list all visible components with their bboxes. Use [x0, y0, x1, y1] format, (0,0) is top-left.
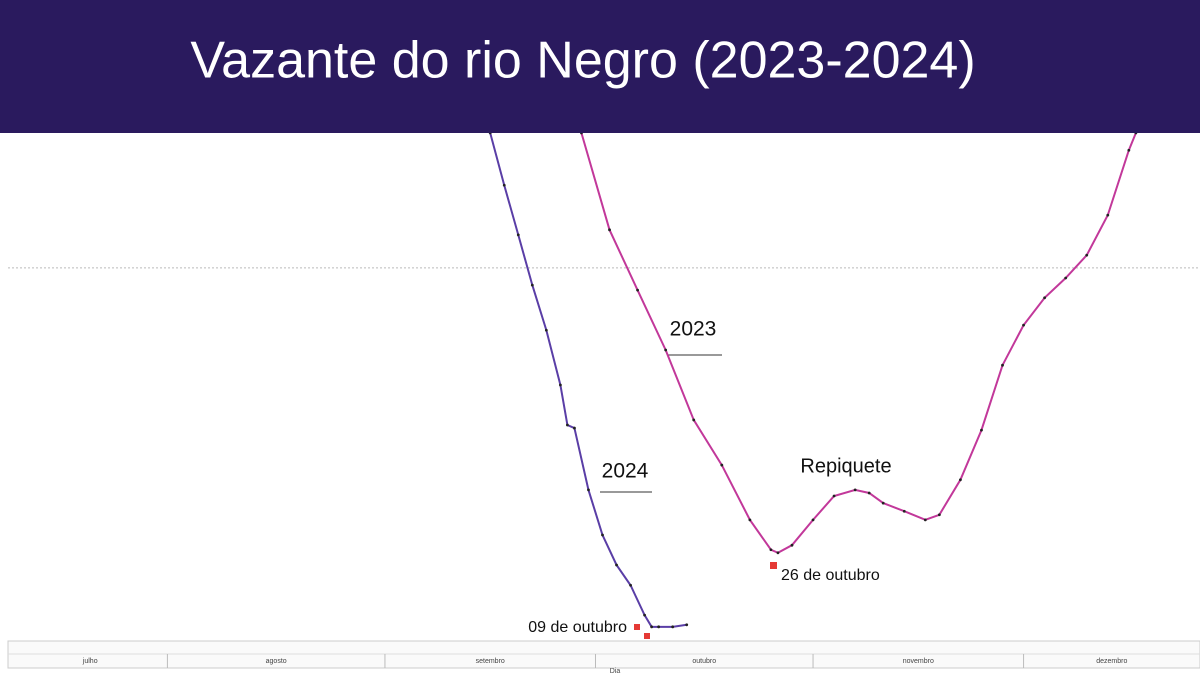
- plot-area: [488, 133, 1138, 629]
- data-point: [502, 183, 506, 187]
- data-point: [615, 563, 618, 567]
- data-point: [573, 426, 576, 430]
- data-point: [853, 488, 857, 492]
- chart-title: Vazante do rio Negro (2023-2024): [190, 32, 975, 90]
- data-point: [544, 328, 548, 332]
- month-label: outubro: [692, 658, 716, 665]
- data-point: [587, 488, 590, 492]
- data-point: [1134, 133, 1138, 135]
- data-point: [650, 625, 654, 629]
- month-label: setembro: [476, 658, 505, 665]
- data-point: [671, 625, 675, 629]
- month-label: agosto: [266, 658, 287, 665]
- data-point: [580, 133, 583, 135]
- data-point: [692, 418, 696, 422]
- data-point: [867, 491, 871, 495]
- data-point: [1022, 323, 1025, 327]
- data-point: [1043, 296, 1047, 300]
- marker: [634, 624, 640, 630]
- series-label: 2023: [670, 318, 717, 341]
- header-band: [0, 0, 1200, 133]
- data-point: [664, 348, 668, 352]
- data-point: [748, 518, 752, 522]
- data-point: [657, 625, 661, 629]
- data-point: [558, 383, 562, 387]
- month-label: novembro: [903, 658, 934, 665]
- data-point: [790, 543, 794, 547]
- data-point: [1106, 213, 1110, 217]
- data-point: [629, 583, 632, 587]
- data-point: [959, 478, 962, 482]
- data-point: [488, 133, 492, 135]
- data-point: [566, 423, 569, 427]
- data-point: [811, 518, 815, 522]
- data-point: [608, 228, 611, 232]
- data-point: [643, 613, 647, 617]
- month-label: dezembro: [1096, 658, 1127, 665]
- data-point: [832, 494, 836, 498]
- month-label: julho: [82, 658, 98, 665]
- data-point: [980, 428, 983, 432]
- series-label: 2024: [602, 460, 649, 483]
- data-point: [1001, 363, 1004, 367]
- data-point: [685, 623, 689, 627]
- data-point: [769, 548, 773, 552]
- annotation: 26 de outubro: [781, 567, 880, 584]
- data-point: [1127, 148, 1131, 152]
- series-line: [580, 133, 1137, 554]
- data-point: [720, 463, 724, 467]
- annotation: Repiquete: [800, 455, 891, 477]
- data-point: [937, 513, 941, 517]
- data-point: [923, 518, 927, 522]
- data-point: [1064, 276, 1068, 280]
- data-point: [516, 233, 520, 237]
- data-point: [902, 509, 906, 513]
- marker: [644, 633, 650, 639]
- data-point: [1085, 253, 1089, 257]
- data-point: [636, 288, 639, 292]
- annotation: 09 de outubro: [528, 619, 627, 636]
- x-axis-label: Dia: [610, 668, 621, 675]
- series-line: [489, 133, 687, 628]
- data-point: [881, 501, 885, 505]
- data-point: [601, 533, 604, 537]
- data-point: [776, 551, 780, 555]
- data-point: [530, 283, 534, 287]
- marker: [770, 562, 777, 569]
